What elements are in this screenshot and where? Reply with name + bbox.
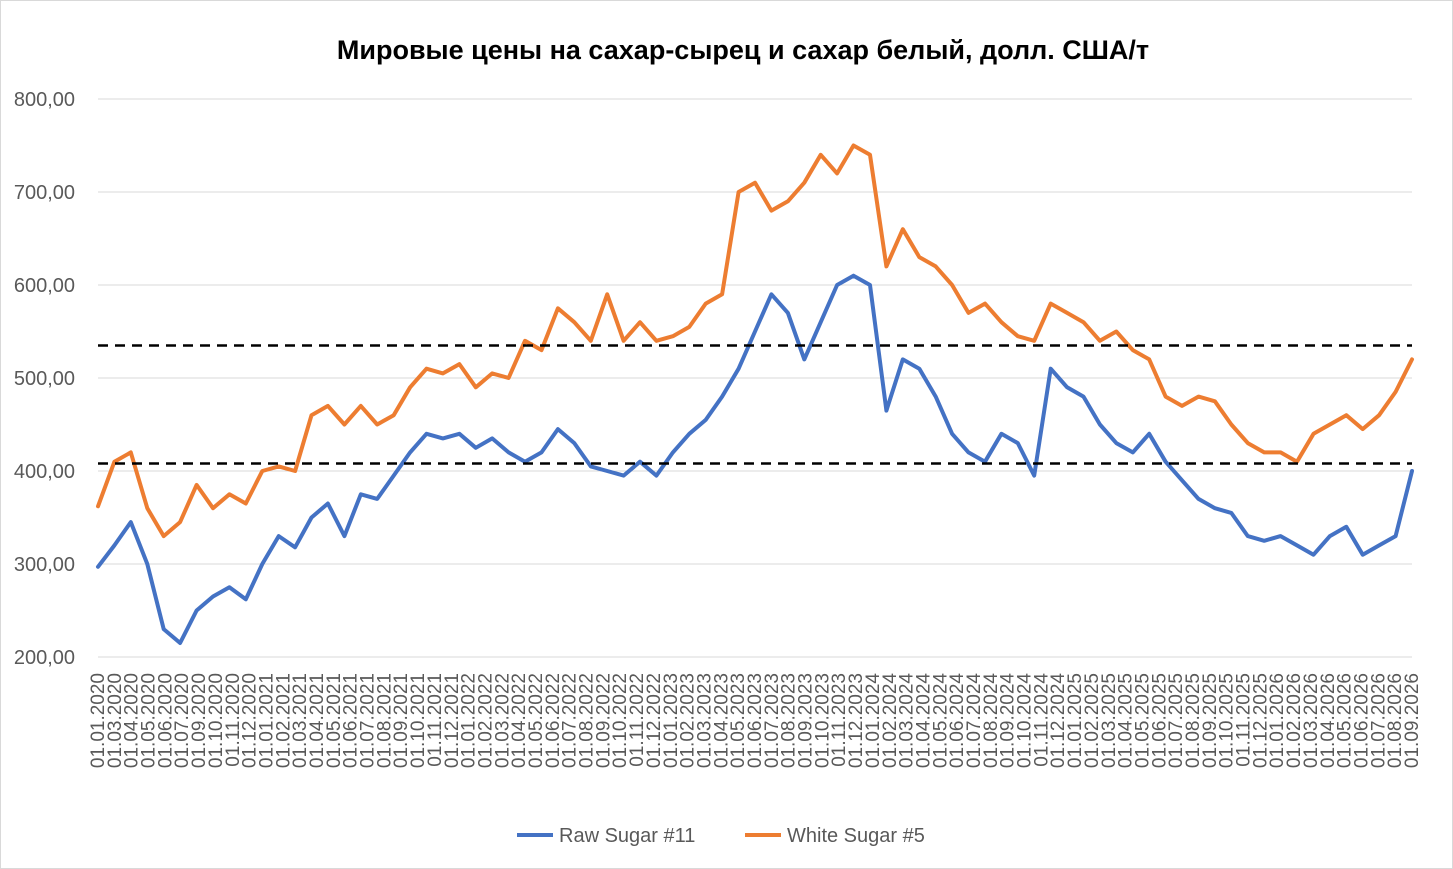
x-tick-label: 01.05.2026 xyxy=(1335,673,1356,768)
x-tick-label: 01.09.2023 xyxy=(796,673,817,768)
y-tick-label: 400,00 xyxy=(14,461,75,483)
x-tick-label: 01.06.2020 xyxy=(155,673,176,768)
x-tick-label: 01.08.2026 xyxy=(1385,673,1406,768)
x-axis: 01.01.202001.03.202001.04.202001.05.2020… xyxy=(88,673,1423,769)
x-tick-label: 01.08.2021 xyxy=(374,673,395,768)
x-tick-label: 01.04.2022 xyxy=(509,673,530,768)
x-tick-label: 01.01.2024 xyxy=(863,673,884,769)
x-tick-label: 01.03.2021 xyxy=(290,673,311,768)
x-tick-label: 01.03.2023 xyxy=(694,673,715,768)
x-tick-label: 01.01.2022 xyxy=(459,673,480,768)
x-tick-label: 01.11.2024 xyxy=(1031,673,1052,767)
series-line-white-sugar xyxy=(96,143,1414,539)
x-tick-label: 01.07.2026 xyxy=(1368,673,1389,768)
x-tick-label: 01.04.2021 xyxy=(307,673,328,768)
x-tick-label: 01.05.2025 xyxy=(1132,673,1153,768)
y-tick-label: 600,00 xyxy=(14,275,75,297)
x-tick-label: 01.12.2024 xyxy=(1048,673,1069,769)
x-tick-label: 01.01.2020 xyxy=(88,673,109,768)
x-tick-label: 01.09.2025 xyxy=(1200,673,1221,768)
x-tick-label: 01.04.2020 xyxy=(122,673,143,768)
x-tick-label: 01.09.2021 xyxy=(391,673,412,768)
x-tick-label: 01.08.2024 xyxy=(981,673,1002,769)
x-tick-label: 01.03.2020 xyxy=(105,673,126,768)
x-tick-label: 01.07.2020 xyxy=(172,673,193,768)
x-tick-label: 01.06.2021 xyxy=(341,673,362,768)
x-tick-label: 01.12.2021 xyxy=(442,673,463,768)
x-tick-label: 01.04.2023 xyxy=(711,673,732,768)
x-tick-label: 01.07.2022 xyxy=(560,673,581,768)
x-tick-label: 01.10.2025 xyxy=(1217,673,1238,768)
x-tick-label: 01.10.2022 xyxy=(610,673,631,768)
x-tick-label: 01.10.2024 xyxy=(1015,673,1036,769)
x-tick-label: 01.11.2021 xyxy=(425,673,446,767)
x-tick-label: 01.06.2023 xyxy=(745,673,766,768)
x-tick-label: 01.01.2023 xyxy=(661,673,682,768)
x-tick-label: 01.09.2024 xyxy=(998,673,1019,769)
y-tick-label: 500,00 xyxy=(14,368,75,390)
chart-title: Мировые цены на сахар-сырец и сахар белы… xyxy=(337,35,1149,65)
x-tick-label: 01.04.2025 xyxy=(1116,673,1137,768)
x-tick-label: 01.03.2025 xyxy=(1099,673,1120,768)
y-tick-label: 800,00 xyxy=(14,89,75,111)
x-tick-label: 01.05.2022 xyxy=(526,673,547,768)
x-tick-label: 01.08.2023 xyxy=(779,673,800,768)
x-tick-label: 01.08.2025 xyxy=(1183,673,1204,768)
legend: Raw Sugar #11 White Sugar #5 xyxy=(517,825,925,847)
x-tick-label: 01.07.2024 xyxy=(964,673,985,769)
x-tick-label: 01.07.2023 xyxy=(762,673,783,768)
x-tick-label: 01.02.2025 xyxy=(1082,673,1103,768)
x-tick-label: 01.01.2026 xyxy=(1267,673,1288,768)
x-tick-label: 01.10.2021 xyxy=(408,673,429,768)
x-tick-label: 01.01.2021 xyxy=(256,673,277,768)
x-tick-label: 01.04.2024 xyxy=(913,673,934,769)
x-tick-label: 01.07.2025 xyxy=(1166,673,1187,768)
x-tick-label: 01.06.2026 xyxy=(1351,673,1372,768)
series-layer xyxy=(96,143,1414,645)
y-axis: 200,00 300,00 400,00 500,00 600,00 700,00 800,… xyxy=(14,89,75,669)
x-tick-label: 01.09.2026 xyxy=(1402,673,1423,768)
x-tick-label: 01.06.2024 xyxy=(947,673,968,769)
y-tick-label: 300,00 xyxy=(14,554,75,576)
gridlines xyxy=(98,98,1412,658)
x-tick-label: 01.10.2023 xyxy=(812,673,833,768)
legend-label: White Sugar #5 xyxy=(787,825,925,847)
x-tick-label: 01.10.2020 xyxy=(206,673,227,768)
y-tick-label: 700,00 xyxy=(14,182,75,204)
x-tick-label: 01.03.2024 xyxy=(897,673,918,769)
series-line-raw-sugar xyxy=(96,273,1414,645)
x-tick-label: 01.02.2026 xyxy=(1284,673,1305,768)
x-tick-label: 01.05.2023 xyxy=(728,673,749,768)
x-tick-label: 01.12.2025 xyxy=(1250,673,1271,768)
x-tick-label: 01.05.2024 xyxy=(930,673,951,769)
legend-label: Raw Sugar #11 xyxy=(559,825,695,847)
x-tick-label: 01.03.2022 xyxy=(492,673,513,768)
x-tick-label: 01.12.2022 xyxy=(644,673,665,768)
x-tick-label: 01.08.2022 xyxy=(577,673,598,768)
x-tick-label: 01.01.2025 xyxy=(1065,673,1086,768)
x-tick-label: 01.11.2020 xyxy=(223,673,244,767)
x-tick-label: 01.06.2025 xyxy=(1149,673,1170,768)
x-tick-label: 01.02.2021 xyxy=(273,673,294,768)
x-tick-label: 01.05.2020 xyxy=(139,673,160,768)
x-tick-label: 01.06.2022 xyxy=(543,673,564,768)
x-tick-label: 01.09.2022 xyxy=(593,673,614,768)
x-tick-label: 01.11.2022 xyxy=(627,673,648,767)
x-tick-label: 01.12.2020 xyxy=(240,673,261,768)
x-tick-label: 01.12.2023 xyxy=(846,673,867,768)
x-tick-label: 01.05.2021 xyxy=(324,673,345,768)
x-tick-label: 01.04.2026 xyxy=(1318,673,1339,768)
x-tick-label: 01.03.2026 xyxy=(1301,673,1322,768)
y-tick-label: 200,00 xyxy=(14,647,75,669)
x-tick-label: 01.02.2023 xyxy=(678,673,699,768)
x-tick-label: 01.11.2023 xyxy=(829,673,850,767)
x-tick-label: 01.11.2025 xyxy=(1234,673,1255,767)
reference-lines xyxy=(98,344,1412,465)
x-tick-label: 01.07.2021 xyxy=(358,673,379,768)
x-tick-label: 01.02.2024 xyxy=(880,673,901,769)
x-tick-label: 01.02.2022 xyxy=(475,673,496,768)
x-tick-label: 01.09.2020 xyxy=(189,673,210,768)
